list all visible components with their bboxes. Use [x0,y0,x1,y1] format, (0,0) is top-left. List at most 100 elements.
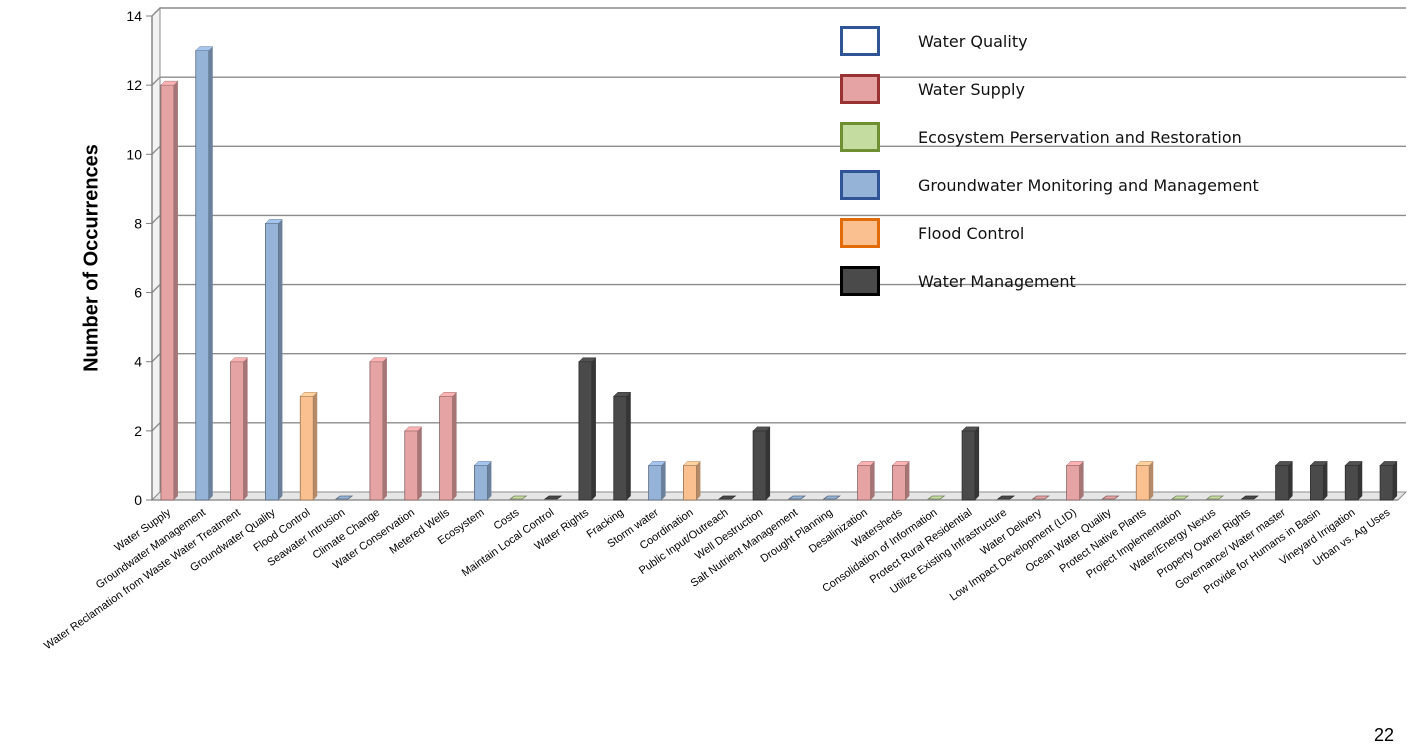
legend-label-water-management: Water Management [918,272,1076,291]
bar-front [474,465,488,501]
bar-top [299,392,318,397]
gridline [151,7,1406,17]
bar-side [1079,461,1084,500]
bar-front [578,361,593,501]
bar-side [905,461,910,500]
bar-front [1066,465,1080,501]
legend-item-water-supply: Water Supply [840,74,1360,108]
gridline [151,145,1406,155]
bar [509,495,528,500]
bar-side [1393,461,1398,500]
bar [404,426,423,501]
y-tick-label: 12 [126,77,142,93]
bar-top [195,46,214,51]
bar [369,357,388,501]
bar [473,461,493,501]
bar-front [404,430,419,501]
bar-flat [822,495,841,500]
bar-front [1344,465,1359,501]
bar [1065,461,1085,501]
bar-side [417,426,422,500]
bar-front [1275,465,1289,501]
gridline [151,214,1406,224]
y-axis-title: Number of Occurrences [80,144,103,372]
y-tick-label: 2 [134,423,142,439]
legend-swatch-water-quality [840,26,880,56]
page-number: 22 [1373,725,1394,745]
bar-top [473,461,493,466]
y-tick-label: 4 [134,354,142,370]
bar-top [578,357,597,362]
bar-front [613,395,628,501]
legend-label-groundwater: Groundwater Monitoring and Management [918,176,1259,195]
bar-flat [927,495,946,500]
bar [1309,461,1329,501]
bar-top [856,461,876,466]
legend-item-flood-control: Flood Control [840,218,1360,252]
bar-top [613,392,632,397]
bar [1101,495,1120,500]
bar [1344,461,1363,501]
bar-side [243,357,248,500]
bar-top [682,461,702,466]
legend-item-ecosystem: Ecosystem Perservation and Restoration [840,122,1360,156]
bar-side [452,392,457,500]
bar-side [313,392,318,500]
bar-side [626,392,631,500]
bar-top [1274,461,1294,466]
bar-side [382,357,387,500]
bar-flat [1031,495,1050,500]
bar-top [1344,461,1363,466]
bar-front [299,395,314,501]
bar-flat [1240,495,1259,500]
bar-front [265,223,279,501]
bar-top [1379,461,1398,466]
bar [752,426,771,501]
bar-front [439,395,453,501]
bar-side [173,81,178,501]
y-tick-label: 14 [126,8,142,24]
bar [1205,495,1225,500]
bar-top [1135,461,1154,466]
gridline [151,422,1406,432]
legend-item-water-quality: Water Quality [840,26,1360,60]
bar [264,219,284,501]
bar-side [696,461,701,500]
bar-flat [718,495,737,500]
legend-label-flood-control: Flood Control [918,224,1025,243]
bar [334,495,354,500]
bar [856,461,876,501]
bar [1240,495,1259,500]
bar [299,392,318,501]
bar-side [1149,461,1154,500]
bar [613,392,632,501]
bar-top [160,80,179,86]
bar-side [591,357,596,500]
x-tick-label: Metered Wells [387,506,452,556]
bar-front [857,465,871,501]
bar [927,495,946,500]
legend-label-water-quality: Water Quality [918,32,1028,51]
bar [578,357,597,501]
bar-side [278,219,283,500]
y-tick-label: 10 [126,146,142,162]
bar-side [487,461,492,500]
bar [822,495,841,500]
gridline [151,283,1406,294]
bar-flat [334,495,354,500]
bar-front [683,465,697,501]
bar [647,461,667,501]
bar-top [647,461,667,466]
bar-front [369,361,384,501]
gridline [151,353,1406,363]
bar-front [892,465,906,501]
legend-swatch-groundwater [840,170,880,200]
bar-side [208,46,213,500]
bar-flat [1101,495,1120,500]
legend-swatch-water-management [840,266,880,296]
bar-front [752,430,767,501]
bar-side [870,461,875,500]
y-tick-label: 0 [134,492,142,508]
bar-top [1309,461,1329,466]
bar [787,495,807,500]
